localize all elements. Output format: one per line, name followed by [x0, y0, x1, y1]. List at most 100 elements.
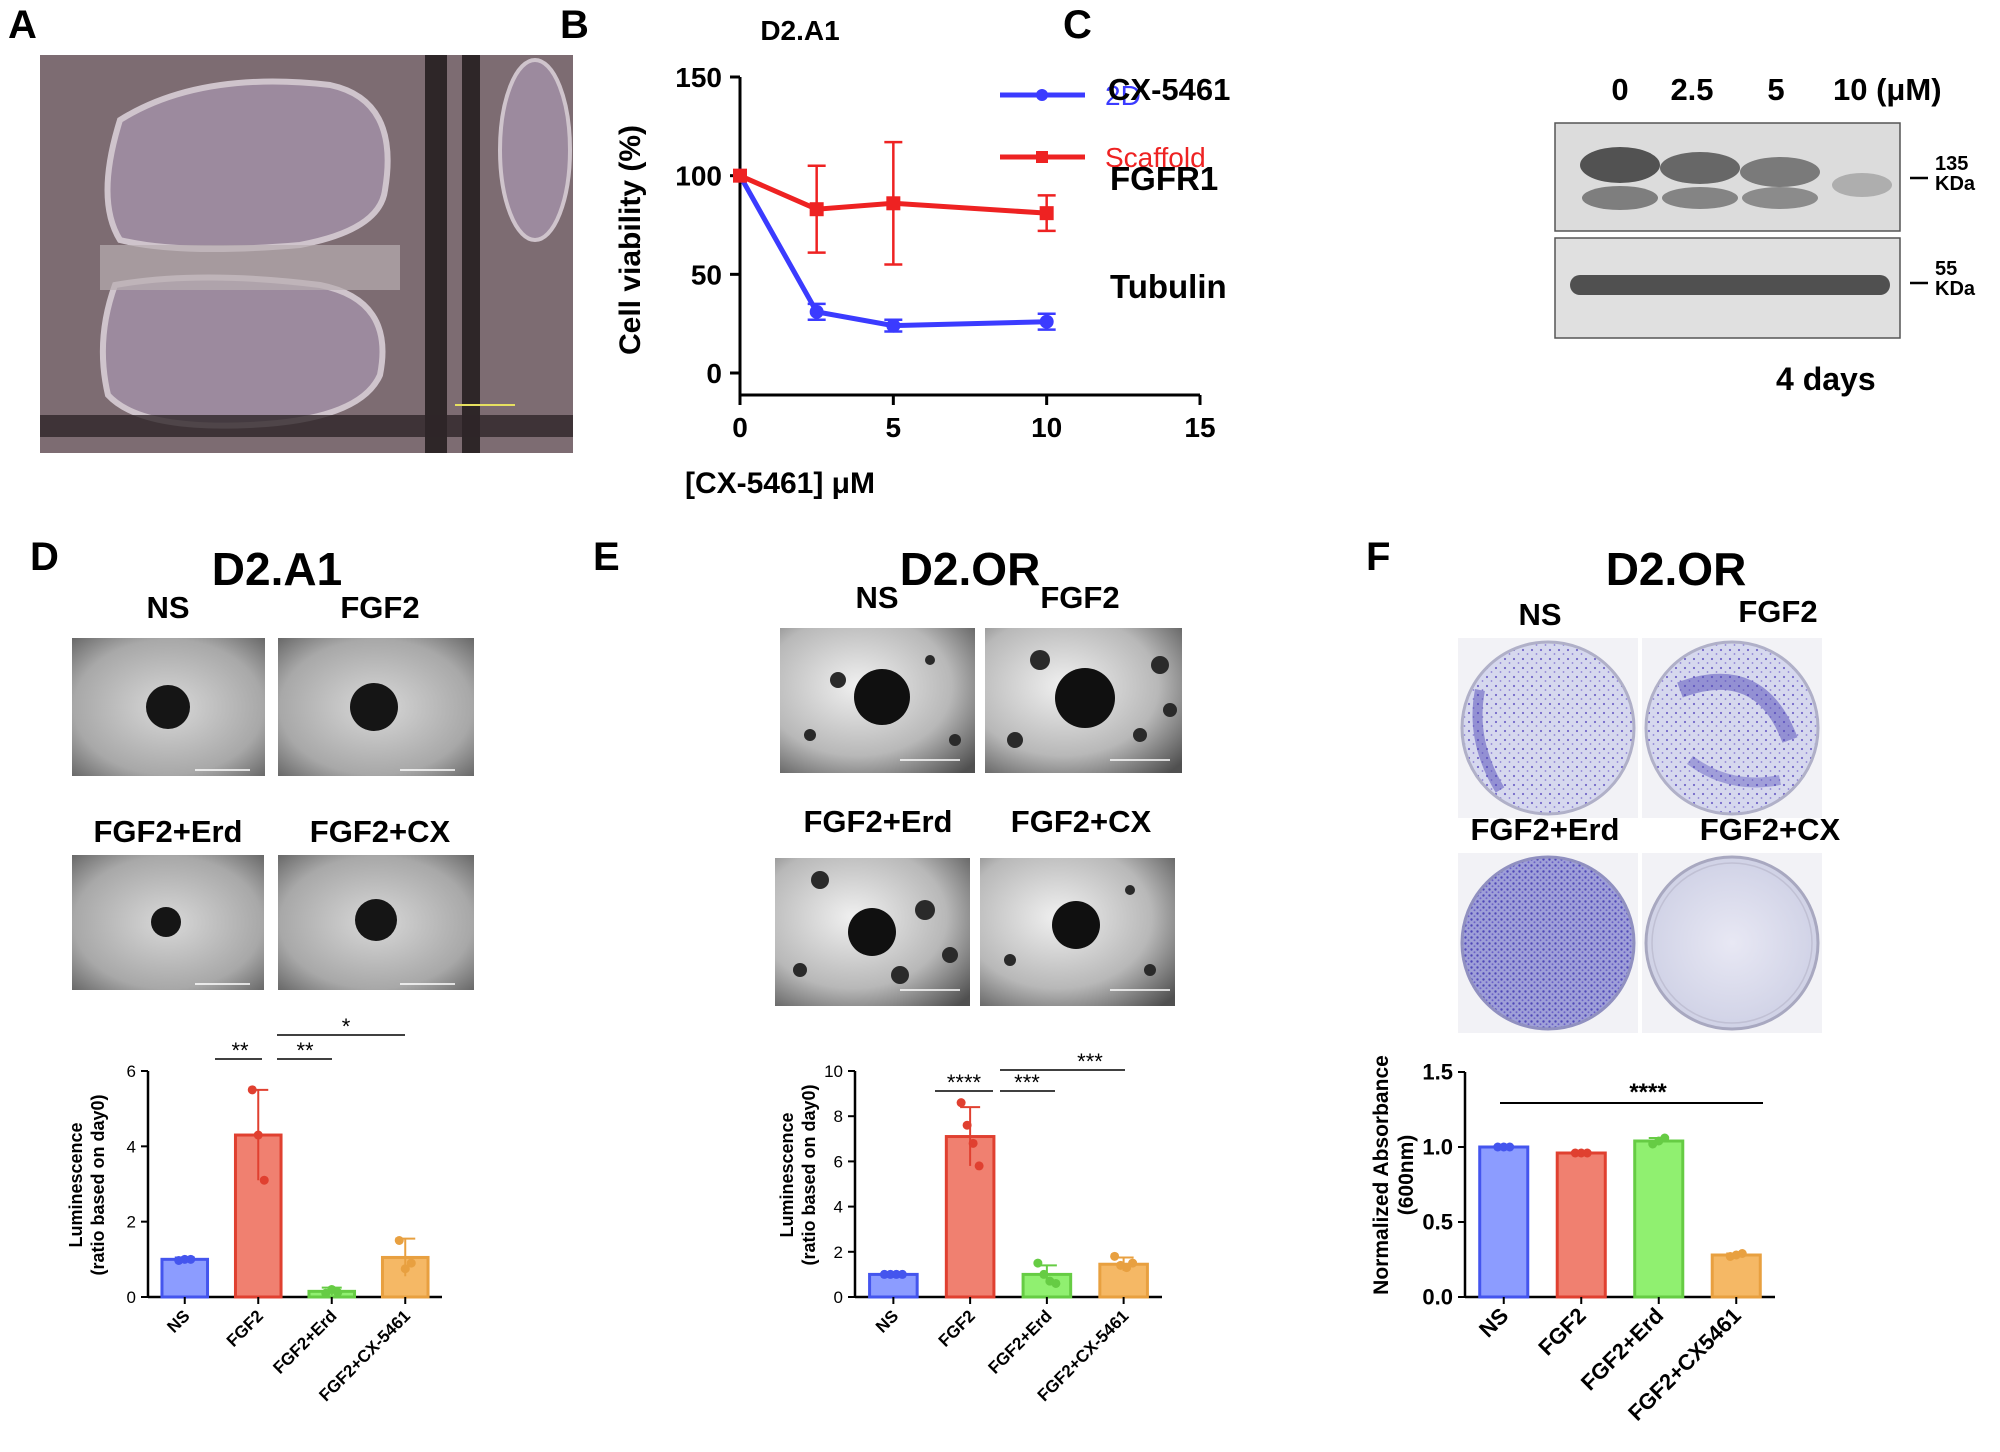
replicate-point — [406, 1258, 416, 1268]
data-point — [886, 196, 901, 211]
data-point — [733, 168, 747, 183]
panel-e-ylabel-1: Luminescence — [777, 1112, 797, 1237]
sig-d-2: ** — [296, 1038, 314, 1063]
sig-f-1: **** — [1629, 1079, 1667, 1106]
panel-d-significance: ** ** * — [215, 1014, 405, 1063]
replicate-point — [259, 1175, 269, 1185]
series-line-2d — [737, 174, 1047, 329]
panel-e-spheroid-images — [775, 628, 1182, 1006]
panel-letter-a: A — [8, 3, 37, 47]
blot-lane-1: 2.5 — [1670, 72, 1713, 107]
x-tick-label: 15 — [1184, 412, 1215, 443]
y-tick-label: 6 — [127, 1062, 136, 1081]
x-tick-label: NS — [872, 1306, 902, 1336]
blot-drug-label: CX-5461 — [1108, 72, 1230, 107]
replicate-point — [1505, 1142, 1515, 1152]
panel-e-label-erd: FGF2+Erd — [803, 804, 952, 839]
panel-e-title: D2.OR — [900, 543, 1041, 595]
y-tick-label: 2 — [127, 1213, 136, 1232]
bar-fgf2-erd — [1633, 1139, 1685, 1299]
panel-e-label-ns: NS — [855, 580, 898, 615]
replicate-point — [1033, 1258, 1043, 1268]
panel-letter-f: F — [1366, 535, 1390, 579]
bar-ns — [1478, 1145, 1530, 1299]
y-tick-label: 2 — [834, 1243, 843, 1262]
blot-lane-3: 10 (μM) — [1833, 72, 1942, 107]
blot-row-tubulin: Tubulin — [1110, 268, 1227, 305]
panel-letter-c: C — [1063, 3, 1092, 47]
y-tick-label: 1.5 — [1422, 1060, 1453, 1085]
replicate-point — [247, 1085, 257, 1095]
replicate-point — [1128, 1258, 1138, 1268]
replicate-point — [394, 1236, 404, 1245]
viability-line-chart: 0 50 100 150 0 5 10 15 — [675, 62, 1215, 443]
data-point — [886, 318, 901, 333]
sig-d-1: ** — [231, 1038, 249, 1063]
panel-e-label-fgf2: FGF2 — [1040, 580, 1119, 615]
bar-fgf2 — [1555, 1151, 1607, 1299]
bar-fgf2-cx5461 — [1710, 1253, 1762, 1299]
replicate-point — [1051, 1278, 1061, 1288]
panel-b-xlabel: [CX-5461] μM — [685, 467, 875, 500]
replicate-point — [1737, 1249, 1747, 1258]
y-tick-label: 0.5 — [1422, 1210, 1453, 1235]
panel-letter-e: E — [593, 535, 620, 579]
data-point — [809, 304, 824, 319]
blot-lane-0: 0 — [1611, 72, 1628, 107]
x-tick-label: FGF2 — [1533, 1303, 1590, 1360]
panel-e-significance: **** *** *** — [935, 1049, 1125, 1095]
replicate-point — [1660, 1133, 1670, 1143]
panel-d-title: D2.A1 — [212, 543, 342, 595]
replicate-point — [968, 1138, 978, 1148]
replicate-point — [333, 1287, 343, 1297]
panel-b-title: D2.A1 — [760, 15, 839, 46]
sig-e-2: *** — [1014, 1070, 1040, 1095]
replicate-point — [253, 1130, 263, 1140]
panel-f-label-ns: NS — [1518, 597, 1561, 632]
y-tick-label: 0 — [127, 1288, 136, 1307]
x-tick-label: FGF2 — [223, 1306, 267, 1350]
sig-e-3: *** — [1077, 1049, 1103, 1074]
y-tick-label: 1.0 — [1422, 1135, 1453, 1160]
data-point — [1039, 206, 1054, 221]
panel-d-ylabel-2: (ratio based on day0) — [88, 1094, 108, 1275]
panel-e-ylabel-2: (ratio based on day0) — [799, 1084, 819, 1265]
panel-d-label-fgf2: FGF2 — [340, 590, 419, 625]
marker-135-num: 135 — [1935, 153, 1968, 175]
sig-e-1: **** — [947, 1070, 982, 1095]
x-tick-label: FGF2+Erd — [984, 1306, 1055, 1377]
replicate-point — [1110, 1251, 1120, 1261]
sig-d-3: * — [342, 1014, 351, 1039]
panel-d-ylabel-1: Luminescence — [66, 1122, 86, 1247]
panel-f-significance: **** — [1500, 1079, 1763, 1106]
blot-lane-2: 5 — [1767, 72, 1784, 107]
replicate-point — [1582, 1148, 1592, 1158]
y-tick-label: 150 — [675, 62, 722, 93]
panel-b-ylabel: Cell viability (%) — [614, 125, 647, 355]
blot-duration: 4 days — [1776, 361, 1876, 397]
panel-f-ylabel-2: (600nm) — [1395, 1135, 1418, 1216]
panel-e-label-cx: FGF2+CX — [1011, 804, 1152, 839]
bar-ns — [868, 1272, 919, 1299]
x-tick-label: NS — [163, 1306, 193, 1336]
replicate-point — [186, 1254, 196, 1264]
panel-f-label-fgf2: FGF2 — [1738, 594, 1817, 629]
marker-135-unit: KDa — [1935, 173, 1976, 195]
replicate-point — [1039, 1269, 1049, 1279]
y-tick-label: 0 — [834, 1288, 843, 1307]
x-tick-label: NS — [1474, 1303, 1513, 1342]
x-tick-label: 5 — [886, 412, 902, 443]
legend-scaffold: Scaffold — [1105, 142, 1206, 173]
panel-d-spheroid-images — [72, 638, 474, 990]
replicate-point — [956, 1098, 966, 1108]
replicate-point — [400, 1264, 410, 1274]
blot-row-fgfr1: FGFR1 — [1110, 160, 1218, 197]
y-tick-label: 4 — [834, 1198, 843, 1217]
replicate-point — [962, 1120, 972, 1130]
panel-d-label-erd: FGF2+Erd — [93, 814, 242, 849]
scaffold-micrograph — [40, 55, 573, 453]
